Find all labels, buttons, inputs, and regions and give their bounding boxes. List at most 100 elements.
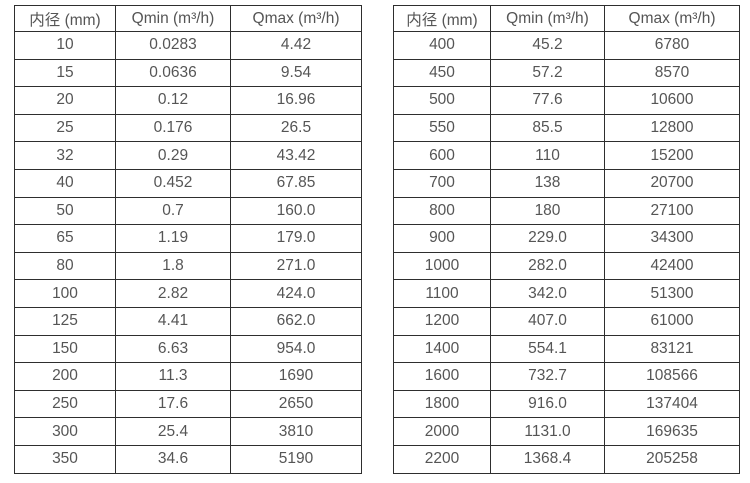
table-cell: 0.7 [115,196,231,226]
table-cell: 1600 [393,362,491,391]
table-cell: 1400 [393,334,491,364]
table-cell: 250 [14,389,116,419]
table-cell: 108566 [604,362,740,391]
table-cell: 11.3 [115,362,231,391]
table-cell: 67.85 [230,168,362,198]
table-cell: 600 [393,141,491,170]
table-row: 15 0.0636 9.54 [14,58,362,88]
header-row: 内径 (mm) Qmin (m³/h) Qmax (m³/h) [14,5,362,32]
table-row: 1400 554.1 83121 [393,334,740,364]
table-cell: 57.2 [490,58,605,88]
table-row: 32 0.29 43.42 [14,141,362,170]
table-row: 125 4.41 662.0 [14,306,362,336]
table-cell: 450 [393,58,491,88]
table-cell: 100 [14,279,116,308]
col-header-qmax: Qmax (m³/h) [604,5,740,32]
table-cell: 662.0 [230,306,362,336]
table-cell: 10 [14,31,116,60]
table-cell: 27100 [604,196,740,226]
table-cell: 9.54 [230,58,362,88]
table-cell: 916.0 [490,389,605,419]
table-cell: 34.6 [115,444,231,474]
table-cell: 50 [14,196,116,226]
table-cell: 160.0 [230,196,362,226]
table-cell: 3810 [230,417,362,446]
table-cell: 1368.4 [490,444,605,474]
table-row: 450 57.2 8570 [393,58,740,88]
table-cell: 6780 [604,31,740,60]
table-cell: 61000 [604,306,740,336]
table-row: 550 85.5 12800 [393,113,740,143]
table-row: 2000 1131.0 169635 [393,417,740,446]
table-cell: 0.12 [115,86,231,115]
table-row: 25 0.176 26.5 [14,113,362,143]
table-cell: 732.7 [490,362,605,391]
table-cell: 700 [393,168,491,198]
table-cell: 1.8 [115,251,231,281]
table-cell: 550 [393,113,491,143]
table-cell: 20 [14,86,116,115]
table-row: 500 77.6 10600 [393,86,740,115]
table-cell: 15 [14,58,116,88]
table-cell: 0.0283 [115,31,231,60]
table-cell: 45.2 [490,31,605,60]
table-cell: 26.5 [230,113,362,143]
table-row: 40 0.452 67.85 [14,168,362,198]
table-cell: 17.6 [115,389,231,419]
table-row: 10 0.0283 4.42 [14,31,362,60]
table-row: 65 1.19 179.0 [14,224,362,253]
table-row: 20 0.12 16.96 [14,86,362,115]
table-row: 200 11.3 1690 [14,362,362,391]
table-cell: 2200 [393,444,491,474]
table-cell: 5190 [230,444,362,474]
col-header-diameter: 内径 (mm) [393,5,491,32]
table-left-header: 内径 (mm) Qmin (m³/h) Qmax (m³/h) [14,5,362,32]
table-cell: 205258 [604,444,740,474]
flow-table-right: 内径 (mm) Qmin (m³/h) Qmax (m³/h) 400 45.2 6… [393,5,740,474]
table-cell: 8570 [604,58,740,88]
table-cell: 125 [14,306,116,336]
flow-table-left: 内径 (mm) Qmin (m³/h) Qmax (m³/h) 10 0.0283… [14,5,362,474]
table-cell: 1131.0 [490,417,605,446]
table-cell: 900 [393,224,491,253]
table-cell: 407.0 [490,306,605,336]
table-cell: 32 [14,141,116,170]
table-row: 1000 282.0 42400 [393,251,740,281]
col-header-qmin: Qmin (m³/h) [115,5,231,32]
table-cell: 229.0 [490,224,605,253]
table-cell: 180 [490,196,605,226]
table-cell: 80 [14,251,116,281]
table-cell: 25.4 [115,417,231,446]
table-cell: 12800 [604,113,740,143]
table-cell: 342.0 [490,279,605,308]
table-row: 700 138 20700 [393,168,740,198]
table-row: 350 34.6 5190 [14,444,362,474]
col-header-qmax: Qmax (m³/h) [230,5,362,32]
table-row: 2200 1368.4 205258 [393,444,740,474]
table-cell: 1800 [393,389,491,419]
header-row: 内径 (mm) Qmin (m³/h) Qmax (m³/h) [393,5,740,32]
table-cell: 4.42 [230,31,362,60]
table-row: 1100 342.0 51300 [393,279,740,308]
table-cell: 10600 [604,86,740,115]
table-row: 400 45.2 6780 [393,31,740,60]
table-cell: 0.0636 [115,58,231,88]
table-cell: 1690 [230,362,362,391]
table-cell: 40 [14,168,116,198]
table-cell: 2.82 [115,279,231,308]
table-cell: 16.96 [230,86,362,115]
table-row: 600 110 15200 [393,141,740,170]
col-header-diameter: 内径 (mm) [14,5,116,32]
table-cell: 110 [490,141,605,170]
table-cell: 51300 [604,279,740,308]
table-cell: 1000 [393,251,491,281]
table-row: 900 229.0 34300 [393,224,740,253]
table-cell: 83121 [604,334,740,364]
table-cell: 1200 [393,306,491,336]
table-row: 300 25.4 3810 [14,417,362,446]
table-cell: 400 [393,31,491,60]
table-cell: 169635 [604,417,740,446]
table-cell: 2000 [393,417,491,446]
table-cell: 1100 [393,279,491,308]
table-cell: 137404 [604,389,740,419]
